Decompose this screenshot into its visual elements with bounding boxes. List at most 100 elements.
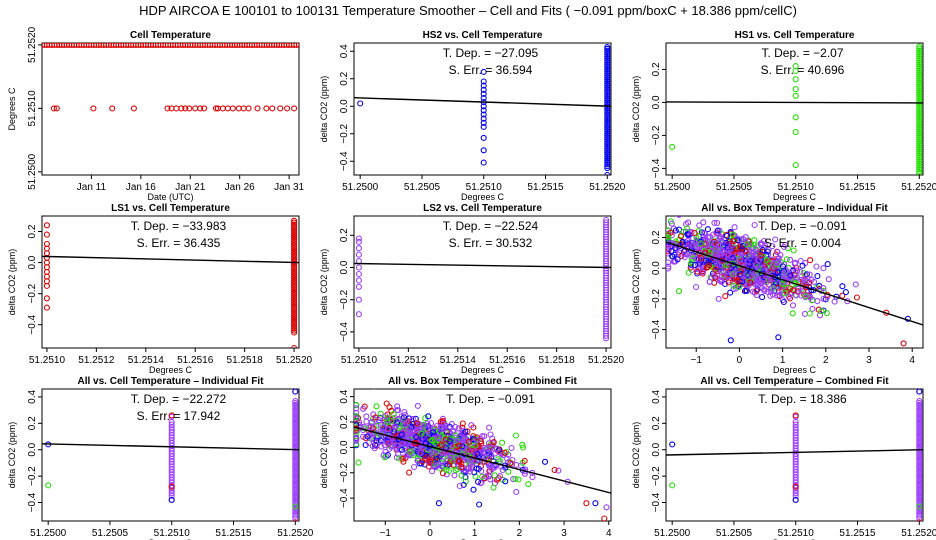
data-point bbox=[291, 301, 298, 308]
data-point bbox=[499, 439, 506, 446]
data-point bbox=[792, 92, 799, 99]
fit-annotation: S. Err. = 36.594 bbox=[449, 63, 533, 77]
data-point bbox=[468, 422, 475, 429]
y-tick-label: 0.2 bbox=[27, 224, 38, 238]
data-point bbox=[916, 483, 923, 490]
x-tick-label: Jan 26 bbox=[225, 182, 255, 193]
panel-title: LS1 vs. Cell Temperature bbox=[111, 203, 230, 214]
y-tick-label: 0.4 bbox=[651, 390, 662, 404]
data-point bbox=[604, 78, 611, 85]
data-point bbox=[666, 263, 672, 270]
data-point bbox=[355, 251, 362, 258]
data-point bbox=[734, 277, 741, 284]
data-point bbox=[916, 166, 923, 173]
data-point bbox=[496, 473, 504, 480]
fit-line bbox=[354, 97, 611, 107]
data-point bbox=[604, 149, 611, 156]
data-point bbox=[422, 415, 429, 422]
data-point bbox=[414, 402, 421, 409]
x-tick-label: 51.2510 bbox=[778, 528, 815, 539]
data-point bbox=[477, 438, 484, 445]
data-point bbox=[291, 228, 298, 235]
data-point bbox=[831, 298, 838, 305]
data-point bbox=[798, 276, 805, 283]
plot-frame bbox=[41, 215, 300, 349]
data-point bbox=[372, 414, 379, 421]
data-point bbox=[604, 80, 611, 87]
data-point bbox=[245, 105, 252, 112]
data-point bbox=[503, 455, 510, 462]
data-point bbox=[291, 245, 298, 252]
data-point bbox=[292, 425, 299, 432]
data-point bbox=[604, 122, 611, 129]
data-point bbox=[519, 441, 526, 448]
data-point bbox=[520, 444, 527, 451]
data-point bbox=[263, 105, 270, 112]
panel-2: HS2 vs. Cell Temperature 51.2500 51.2505 51… bbox=[319, 30, 626, 202]
x-tick-label: 51.2514 bbox=[440, 355, 477, 366]
data-point bbox=[398, 446, 405, 453]
data-point bbox=[916, 93, 923, 100]
data-point bbox=[761, 287, 768, 294]
data-point bbox=[604, 82, 611, 89]
data-point bbox=[43, 231, 50, 238]
data-point bbox=[446, 435, 453, 442]
data-point bbox=[480, 107, 487, 114]
data-point bbox=[674, 256, 681, 263]
data-point bbox=[792, 114, 799, 121]
data-point bbox=[480, 90, 487, 97]
fit-annotation: T. Dep. = −27.095 bbox=[443, 46, 539, 60]
data-point bbox=[43, 295, 50, 302]
data-point bbox=[916, 124, 923, 131]
data-point bbox=[916, 51, 923, 58]
data-point bbox=[747, 279, 754, 286]
x-axis-label: Degrees C bbox=[461, 538, 505, 540]
data-point bbox=[669, 143, 676, 150]
data-point bbox=[498, 463, 505, 470]
data-point bbox=[667, 229, 674, 236]
data-point bbox=[480, 94, 487, 102]
data-point bbox=[367, 424, 374, 431]
data-point bbox=[604, 153, 611, 160]
fit-annotation: T. Dep. = 18.386 bbox=[758, 392, 847, 406]
data-point bbox=[291, 286, 298, 293]
data-point bbox=[291, 321, 298, 329]
data-point bbox=[604, 93, 611, 100]
y-axis-label: delta CO2 (ppm) bbox=[7, 422, 17, 489]
data-point bbox=[224, 105, 231, 112]
fit-annotation: T. Dep. = −33.983 bbox=[131, 219, 227, 233]
data-point bbox=[413, 434, 420, 441]
x-tick-label: 51.2514 bbox=[128, 355, 165, 366]
data-point bbox=[842, 289, 849, 296]
data-point bbox=[916, 47, 923, 54]
plot-data bbox=[354, 389, 611, 521]
data-point bbox=[789, 310, 796, 317]
data-point bbox=[916, 81, 923, 88]
data-point bbox=[803, 271, 810, 278]
data-point bbox=[700, 246, 708, 253]
data-point bbox=[501, 449, 508, 456]
data-point bbox=[679, 239, 686, 246]
data-point bbox=[456, 457, 463, 464]
y-tick-label: −0.4 bbox=[339, 322, 350, 342]
data-point bbox=[693, 237, 700, 244]
data-point bbox=[291, 266, 298, 273]
data-point bbox=[706, 278, 713, 285]
data-point bbox=[291, 105, 298, 112]
data-point bbox=[916, 126, 923, 133]
x-tick-label: 1 bbox=[472, 528, 478, 539]
data-point bbox=[751, 237, 758, 244]
data-point bbox=[689, 234, 696, 242]
data-point bbox=[727, 337, 734, 344]
data-point bbox=[439, 450, 446, 457]
data-point bbox=[825, 276, 832, 283]
data-point bbox=[291, 226, 298, 234]
y-tick-label: 51.2510 bbox=[27, 90, 38, 127]
data-point bbox=[604, 95, 611, 102]
data-point bbox=[801, 276, 808, 283]
data-point bbox=[916, 401, 923, 408]
data-point bbox=[45, 482, 52, 489]
data-point bbox=[604, 141, 611, 149]
data-point bbox=[480, 103, 487, 110]
data-point bbox=[417, 450, 424, 457]
